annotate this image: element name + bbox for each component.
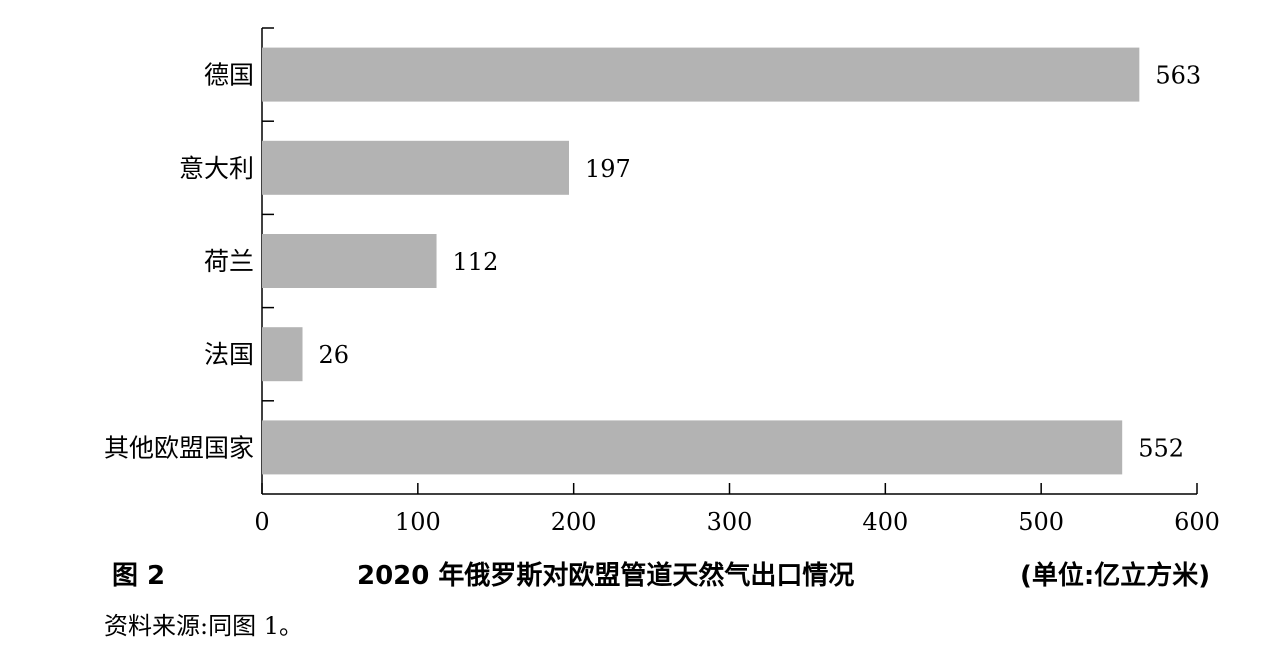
x-tick-label: 100 (395, 508, 441, 536)
bars (262, 47, 1140, 475)
figure-unit: (单位:亿立方米) (1020, 561, 1211, 591)
category-label: 荷兰 (204, 247, 254, 276)
bar (262, 420, 1123, 475)
data-label: 563 (1155, 62, 1201, 90)
bar (262, 234, 437, 288)
category-label: 意大利 (179, 154, 254, 183)
bar (262, 47, 1140, 102)
x-tick-label: 300 (707, 508, 753, 536)
source-note: 资料来源:同图 1。 (104, 612, 303, 640)
x-tick-label: 600 (1174, 508, 1220, 536)
x-tick-label: 400 (862, 508, 908, 536)
data-label: 197 (585, 155, 631, 183)
category-label: 法国 (204, 340, 254, 369)
data-label: 552 (1138, 434, 1184, 462)
data-label: 26 (319, 341, 350, 369)
x-tick-label: 200 (551, 508, 597, 536)
bar-chart: 0 100 200 300 400 500 600 德国 563 意大利 197 荷兰 112 法国 26 其… (104, 27, 1220, 536)
labels: 0 100 200 300 400 500 600 德国 563 意大利 197 荷兰 112 法国 26 其… (104, 61, 1220, 536)
x-tick-label: 0 (254, 508, 269, 536)
figure-label: 图 2 (112, 561, 166, 591)
data-label: 112 (453, 248, 499, 276)
bar (262, 140, 569, 195)
category-label: 德国 (204, 61, 254, 90)
figure-title: 2020 年俄罗斯对欧盟管道天然气出口情况 (357, 561, 855, 591)
x-tick-label: 500 (1018, 508, 1064, 536)
bar (262, 327, 303, 382)
figure-caption: 图 2 2020 年俄罗斯对欧盟管道天然气出口情况 (单位:亿立方米) (0, 555, 1280, 595)
category-label: 其他欧盟国家 (104, 433, 254, 462)
